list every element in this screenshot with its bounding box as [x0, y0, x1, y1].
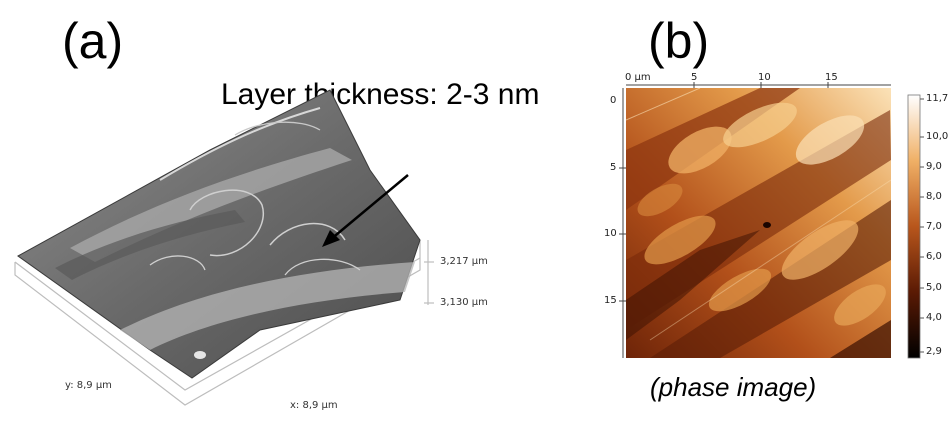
colorbar-tick-6: 5,0 [926, 282, 942, 293]
top-tick-5: 5 [691, 72, 698, 83]
phase-image-caption: (phase image) [650, 372, 817, 402]
colorbar-tick-0: 11,7 [926, 93, 949, 104]
left-tick-15: 15 [604, 295, 617, 306]
surface-particle [194, 351, 206, 359]
colorbar-tick-7: 4,0 [926, 312, 942, 323]
colorbar-tick-8: 2,9 [926, 346, 942, 357]
x-extent-label: x: 8,9 µm [290, 400, 338, 411]
colorbar-tick-1: 10,0 [926, 131, 949, 142]
top-tick-15: 15 [825, 72, 838, 83]
left-tick-0: 0 [610, 95, 617, 106]
z-bottom-label: 3,130 µm [440, 297, 488, 308]
layer-thickness-annotation: Layer thickness: 2-3 nm [221, 78, 540, 111]
colorbar-tick-3: 8,0 [926, 191, 942, 202]
left-tick-10: 10 [604, 228, 617, 239]
top-tick-10: 10 [758, 72, 771, 83]
panel-b-label: (b) [648, 13, 710, 69]
z-top-label: 3,217 µm [440, 256, 488, 267]
top-tick-0: 0 µm [625, 72, 651, 83]
colorbar-tick-5: 6,0 [926, 251, 942, 262]
left-tick-5: 5 [610, 162, 617, 173]
y-extent-label: y: 8,9 µm [65, 380, 112, 391]
phase-colorbar [907, 94, 921, 359]
panel-a-label: (a) [62, 13, 124, 69]
thickness-arrow-icon [322, 174, 409, 247]
colorbar-tick-2: 9,0 [926, 161, 942, 172]
colorbar-tick-4: 7,0 [926, 221, 942, 232]
